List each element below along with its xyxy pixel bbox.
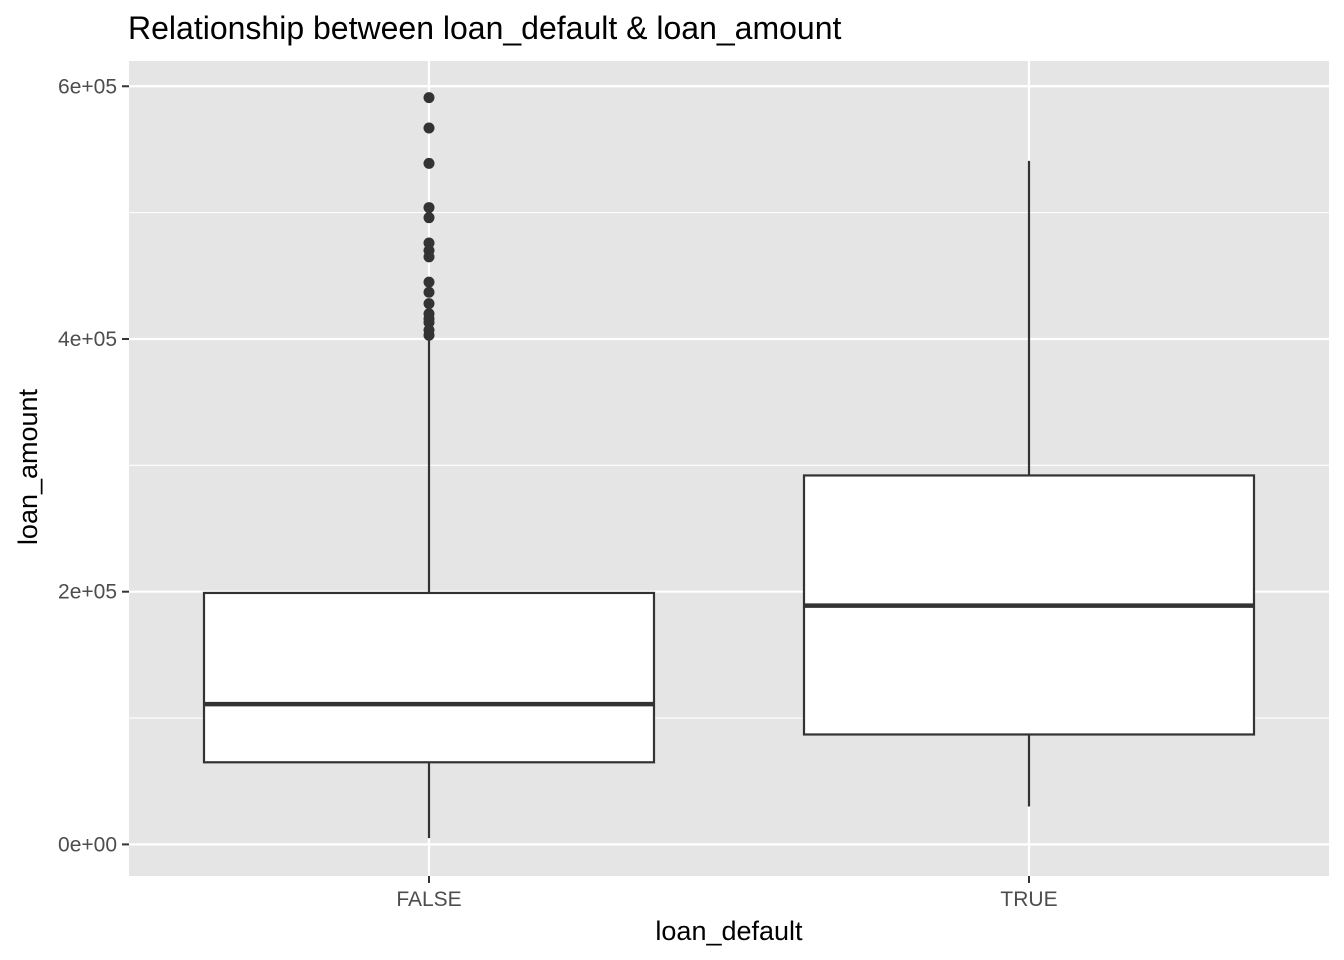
- x-tick-label: TRUE: [1000, 888, 1057, 911]
- outlier-point: [423, 212, 435, 224]
- y-axis-title: loan_amount: [13, 388, 43, 545]
- axes: 0e+00 2e+05 4e+05 6e+05 FALSE TRUE: [58, 75, 1058, 911]
- outlier-point: [423, 286, 435, 298]
- x-tick-label: FALSE: [396, 888, 461, 911]
- y-tick-label: 6e+05: [58, 75, 117, 98]
- box-false: [202, 92, 656, 839]
- outlier-point: [423, 276, 435, 288]
- chart-title: Relationship between loan_default & loan…: [128, 10, 842, 46]
- outlier-point: [423, 317, 435, 329]
- y-tick-label: 2e+05: [58, 581, 117, 604]
- iqr-box: [202, 591, 656, 764]
- outlier-point: [423, 157, 435, 169]
- outlier-point: [423, 202, 435, 214]
- outlier-point: [423, 92, 435, 104]
- outlier-point: [423, 298, 435, 310]
- y-tick-label: 0e+00: [58, 833, 117, 856]
- outlier-point: [423, 237, 435, 249]
- x-axis-title: loan_default: [655, 916, 803, 946]
- outlier-point: [423, 329, 435, 341]
- y-tick-label: 4e+05: [58, 328, 117, 351]
- outlier-point: [423, 122, 435, 134]
- boxes: [202, 92, 1256, 839]
- box-true: [802, 160, 1256, 807]
- outlier-point: [423, 251, 435, 263]
